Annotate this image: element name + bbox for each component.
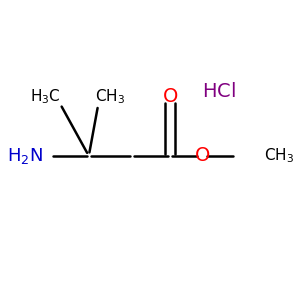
Text: $\mathsf{H_2N}$: $\mathsf{H_2N}$	[7, 146, 43, 166]
Text: $\mathsf{O}$: $\mathsf{O}$	[162, 88, 178, 106]
Text: $\mathsf{CH_3}$: $\mathsf{CH_3}$	[95, 88, 125, 106]
Text: $\mathsf{H_3C}$: $\mathsf{H_3C}$	[30, 88, 61, 106]
Text: $\mathsf{HCl}$: $\mathsf{HCl}$	[202, 82, 236, 100]
Text: $\mathsf{O}$: $\mathsf{O}$	[194, 146, 210, 165]
Text: $\mathsf{CH_3}$: $\mathsf{CH_3}$	[264, 146, 295, 165]
